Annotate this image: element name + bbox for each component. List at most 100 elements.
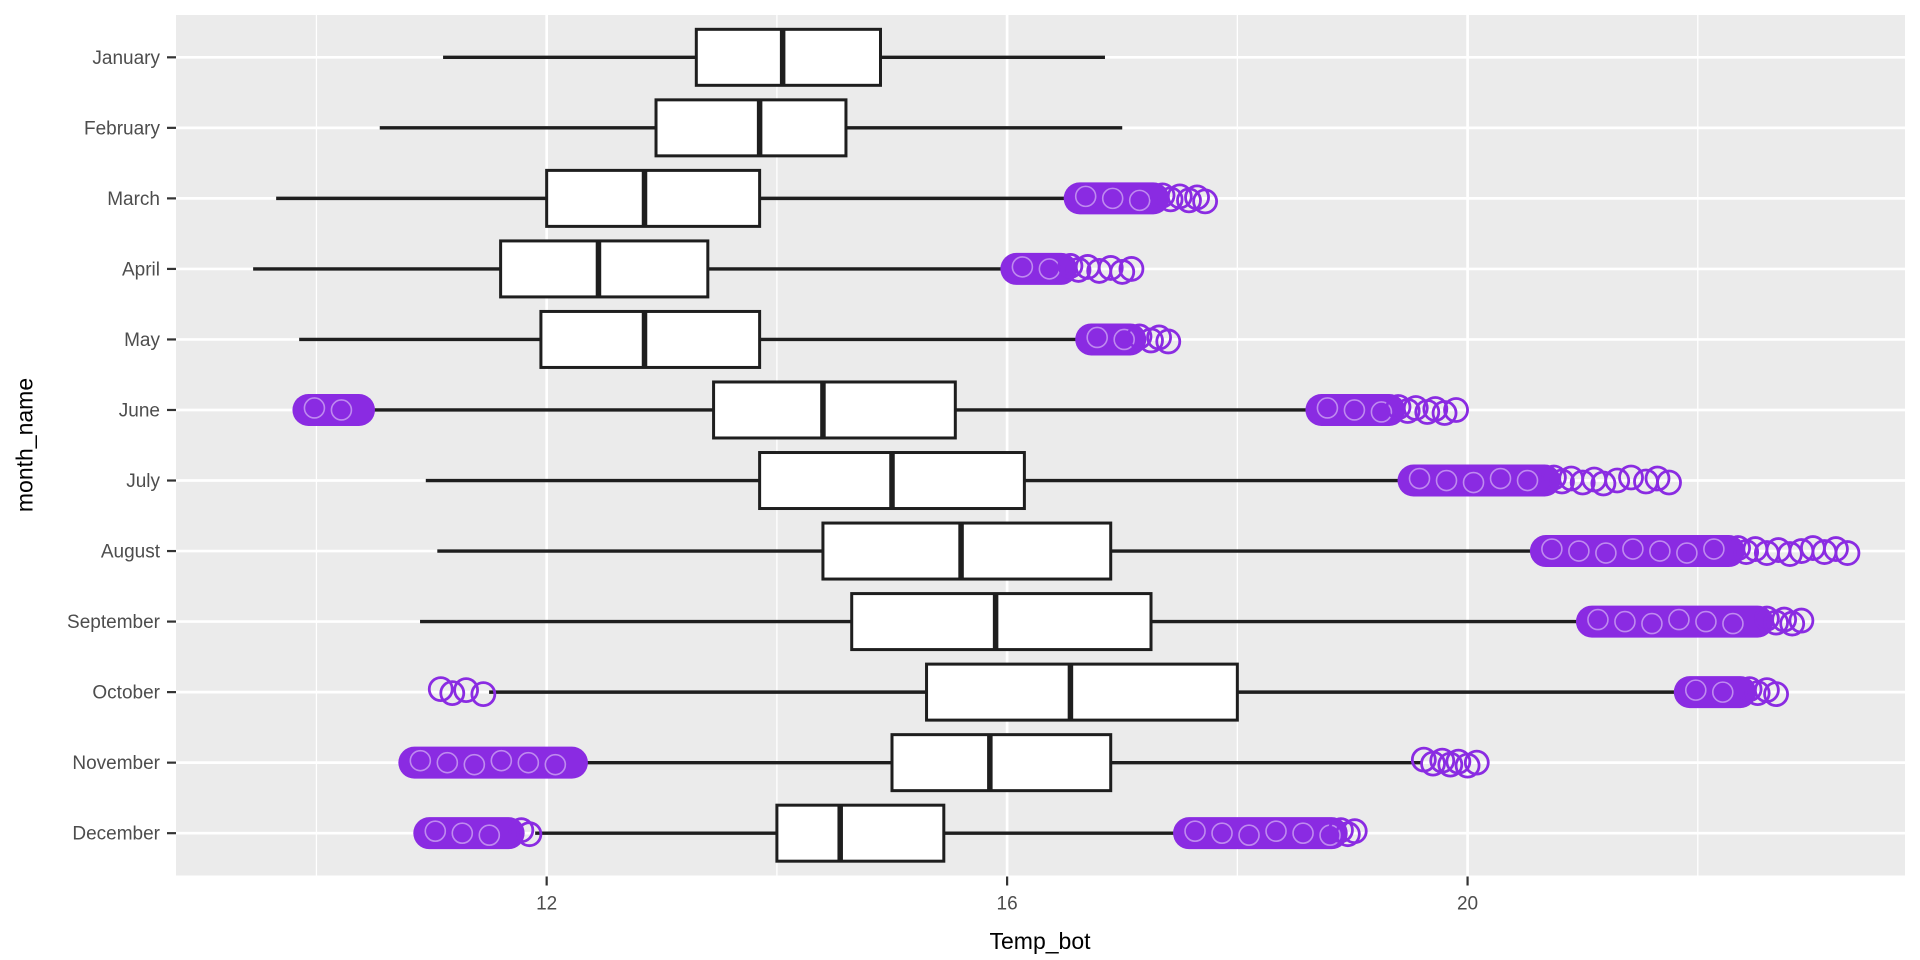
y-tick-label-may: May [124, 330, 160, 351]
boxplot-december-outliers-high-dense [1173, 817, 1348, 850]
boxplot-july-outliers-high-ring [1569, 469, 1596, 496]
boxplot-may-outliers-high-ring [1126, 323, 1153, 350]
y-tick-label-february: February [84, 118, 161, 139]
y-tick-label-march: March [107, 189, 160, 210]
boxplot-april-box [499, 239, 710, 299]
boxplot-november-outliers-low-texture-ring [544, 753, 567, 776]
boxplot-january-box [694, 27, 882, 87]
boxplot-september-outliers-high-ring [1788, 607, 1815, 634]
boxplot-june-outliers-low-texture-ring [330, 399, 353, 421]
boxplot-september-outliers-high-texture-ring [1587, 608, 1609, 631]
y-tick-label-june: June [119, 400, 160, 421]
x-tick-label-16: 16 [997, 894, 1018, 915]
boxplot-june-outliers-high-ring [1402, 395, 1429, 421]
boxplot-august-outliers-high-texture-ring [1703, 538, 1725, 560]
boxplot-august-outliers-high-dense [1529, 535, 1745, 568]
y-tick-label-january: January [92, 48, 160, 69]
boxplot-october-outliers-low-ring [427, 676, 454, 703]
y-tick-label-april: April [122, 259, 160, 280]
boxplot-august-outliers-high-ring [1823, 536, 1849, 562]
boxplot-september-box [850, 592, 1153, 652]
boxplot-december-outliers-high-texture-ring [1184, 820, 1206, 842]
boxplot-september-outliers-high-dense [1575, 605, 1774, 638]
boxplot-october-outliers-low-ring [453, 677, 479, 704]
boxplot-november-outliers-high-ring [1463, 749, 1490, 776]
boxplot-december-outliers-low-texture-ring [478, 824, 501, 846]
x-axis-title: Temp_bot [989, 928, 1091, 954]
boxplot-june-outliers-low-dense [292, 393, 375, 426]
boxplot-june-outliers-high-texture-ring [1343, 399, 1366, 421]
boxplot-october-box [925, 662, 1239, 722]
boxplot-december-box [775, 803, 946, 863]
boxplot-november-outliers-low-texture-ring [436, 751, 459, 774]
boxplot-may-outliers-high-ring [1155, 328, 1182, 355]
boxplot-november-outliers-low-texture-ring [409, 749, 432, 772]
boxplot-september-outliers-high-texture-ring [1695, 610, 1717, 633]
boxplot-july-outliers-high-ring [1656, 469, 1682, 496]
boxplot-june-outliers-high-texture-ring [1370, 401, 1393, 423]
boxplot-march-outliers-high-texture-ring [1128, 189, 1151, 212]
boxplot-march-outliers-high-texture-ring [1101, 187, 1124, 210]
boxplot-may-box [539, 309, 762, 369]
boxplot-november-outliers-low-dense [398, 746, 588, 779]
boxplot-august-outliers-high-texture-ring [1676, 542, 1698, 564]
x-tick-label-20: 20 [1457, 894, 1478, 915]
boxplot-july-outliers-high-ring [1618, 464, 1644, 491]
boxplot-august-box [821, 521, 1113, 581]
boxplot-march-outliers-high-texture-ring [1074, 185, 1097, 208]
boxplot-may-outliers-high-texture-ring [1086, 326, 1108, 349]
boxplot-june-outliers-high-ring [1443, 397, 1469, 423]
boxplot-october-outliers-high-texture-ring [1711, 681, 1734, 703]
boxplot-december-outliers-low-ring [516, 821, 543, 848]
boxplot-october-outliers-low-ring [470, 681, 497, 708]
boxplot-december-outliers-high-texture-ring [1238, 824, 1260, 846]
y-tick-label-december: December [72, 824, 160, 845]
boxplot-july-outliers-high-ring [1604, 467, 1631, 494]
boxplot-march-outliers-high-ring [1192, 188, 1219, 215]
boxplot-september-outliers-high-texture-ring [1614, 610, 1636, 633]
boxplot-may-outliers-high-dense [1075, 323, 1147, 356]
boxplot-july-outliers-high-ring [1590, 470, 1617, 497]
boxplot-december-outliers-high-texture-ring [1292, 822, 1314, 844]
boxplot-july-outliers-high-texture-ring [1462, 471, 1485, 494]
boxplot-august-outliers-high-ring [1834, 540, 1861, 566]
boxplot-october-outliers-low-ring [439, 680, 466, 707]
boxplot-october-outliers-high-dense [1673, 676, 1757, 709]
boxplot-july-outliers-high-ring [1644, 465, 1671, 492]
boxplot-november-box [890, 733, 1113, 793]
boxplot-june-outliers-high-dense [1305, 393, 1406, 426]
boxplot-august-outliers-high-ring [1776, 541, 1803, 567]
boxplot-june-outliers-high-texture-ring [1316, 397, 1339, 419]
boxplot-august-outliers-high-texture-ring [1568, 540, 1590, 562]
boxplot-march-outliers-high-dense [1063, 182, 1170, 215]
boxplot-october-outliers-high-texture-ring [1684, 679, 1707, 701]
boxplot-november-outliers-low-texture-ring [490, 749, 513, 772]
plot-panel [176, 15, 1905, 876]
boxplot-december-outliers-low-dense [413, 817, 525, 850]
boxplot-june-outliers-low-texture-ring [303, 397, 326, 419]
boxplot-march-box [545, 168, 762, 228]
boxplot-december-outliers-high-texture-ring [1211, 822, 1233, 844]
boxplot-april-outliers-high-ring [1118, 256, 1145, 282]
y-axis-title: month_name [11, 377, 38, 513]
boxplot-august-outliers-high-texture-ring [1541, 538, 1563, 560]
boxplot-july-outliers-high-texture-ring [1489, 467, 1512, 490]
boxplot-june-outliers-high-ring [1431, 400, 1458, 426]
boxplot-august-outliers-high-texture-ring [1595, 542, 1617, 564]
y-tick-label-august: August [101, 542, 161, 563]
boxplot-february-box [654, 98, 848, 158]
boxplot-december-outliers-high-ring [1341, 818, 1368, 845]
boxplot-september-outliers-high-texture-ring [1641, 612, 1663, 635]
boxplot-november-outliers-low-texture-ring [517, 751, 540, 774]
boxplot-may-outliers-high-texture-ring [1113, 328, 1135, 351]
boxplot-july-outliers-high-dense [1397, 464, 1561, 497]
y-tick-label-september: September [67, 612, 161, 633]
boxplot-july-outliers-high-texture-ring [1516, 469, 1539, 492]
y-tick-label-november: November [72, 753, 160, 774]
boxplot-august-outliers-high-texture-ring [1649, 540, 1671, 562]
boxplot-july-outliers-high-texture-ring [1435, 469, 1458, 492]
boxplot-october-outliers-high-ring [1763, 681, 1789, 708]
boxplot-july-outliers-high-texture-ring [1408, 467, 1431, 490]
